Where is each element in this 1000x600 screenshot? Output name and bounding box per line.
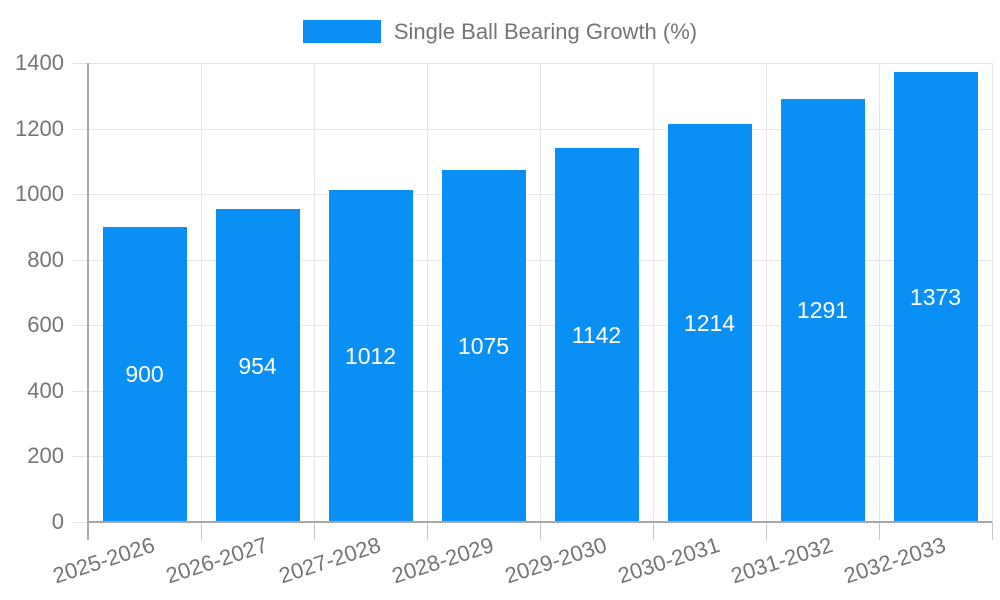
x-gridline [540, 63, 541, 522]
bar-value-label: 1214 [683, 309, 736, 336]
bar[interactable] [554, 147, 639, 522]
x-tick-mark [653, 522, 654, 540]
x-tick-mark [201, 522, 202, 540]
x-tick-label: 2027-2028 [276, 532, 384, 589]
x-tick-label: 2026-2027 [163, 532, 271, 589]
bar[interactable] [441, 169, 526, 522]
y-gridline [72, 259, 992, 261]
y-gridline [72, 390, 992, 392]
bar-value-label: 1012 [344, 343, 397, 370]
x-gridline [879, 63, 880, 522]
x-tick-label: 2032-2033 [841, 532, 949, 589]
y-gridline [72, 325, 992, 327]
y-tick-label: 1200 [15, 115, 64, 141]
y-axis-line [87, 63, 89, 540]
x-tick-mark [879, 522, 880, 540]
bar-value-label: 1142 [571, 321, 622, 348]
legend-item[interactable]: Single Ball Bearing Growth (%) [302, 18, 698, 45]
y-gridline [72, 456, 992, 458]
bar-value-label: 900 [125, 361, 164, 388]
bar-value-label: 1291 [796, 297, 849, 324]
x-gridline [427, 63, 428, 522]
bar-value-label: 1075 [457, 332, 510, 359]
x-tick-label: 2030-2031 [615, 532, 723, 589]
x-tick-mark [540, 522, 541, 540]
x-tick-label: 2025-2026 [50, 532, 158, 589]
x-tick-mark [427, 522, 428, 540]
x-gridline [314, 63, 315, 522]
bar[interactable] [102, 226, 187, 522]
bar[interactable] [893, 71, 978, 522]
x-gridline [766, 63, 767, 522]
bar[interactable] [667, 123, 752, 522]
x-gridline [653, 63, 654, 522]
x-tick-mark [992, 522, 993, 540]
y-gridline [72, 63, 992, 64]
y-tick-label: 1400 [15, 50, 64, 75]
y-tick-label: 200 [27, 443, 64, 469]
y-gridline [72, 128, 992, 130]
bar-value-label: 1373 [909, 283, 962, 310]
bar-value-label: 954 [238, 352, 277, 379]
y-tick-label: 800 [27, 246, 64, 272]
y-tick-label: 0 [51, 509, 64, 534]
legend-swatch-icon [302, 20, 381, 43]
y-gridline [72, 194, 992, 196]
legend: Single Ball Bearing Growth (%) [0, 18, 1000, 45]
x-tick-label: 2029-2030 [502, 532, 610, 589]
x-gridline [992, 63, 993, 522]
y-tick-label: 1000 [15, 181, 64, 207]
y-tick-label: 400 [27, 377, 64, 403]
bar[interactable] [780, 98, 865, 522]
x-tick-mark [766, 522, 767, 540]
bar[interactable] [328, 190, 413, 522]
x-tick-label: 2028-2029 [389, 532, 497, 589]
bar[interactable] [215, 209, 300, 522]
x-tick-mark [314, 522, 315, 540]
x-axis-line [88, 521, 992, 523]
x-gridline [201, 63, 202, 522]
x-tick-label: 2031-2032 [728, 532, 836, 589]
y-tick-label: 600 [27, 312, 64, 338]
legend-label: Single Ball Bearing Growth (%) [393, 19, 698, 44]
